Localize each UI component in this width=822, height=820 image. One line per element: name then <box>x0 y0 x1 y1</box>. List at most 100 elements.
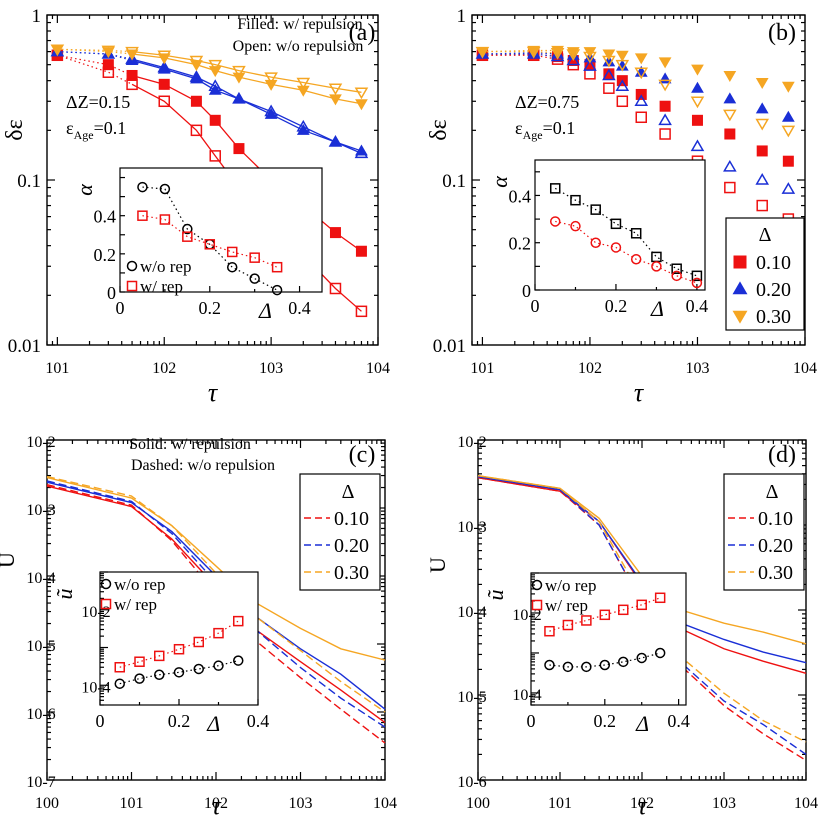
inset-legend-marker <box>126 260 138 272</box>
data-point <box>232 65 246 78</box>
data-point <box>566 49 581 62</box>
inset-series-line <box>549 652 661 668</box>
legend-label: 0.30 <box>758 562 793 584</box>
inset-x-tick-label: 0.4 <box>667 711 690 731</box>
inset-legend-label: w/o rep <box>140 257 191 276</box>
inset-x-tick-label: 0.2 <box>199 298 222 318</box>
inset-data-point <box>636 599 647 611</box>
data-point <box>602 68 616 81</box>
data-point <box>756 199 768 212</box>
inset-data-point <box>154 650 165 662</box>
inset-legend-label: w/o rep <box>114 575 165 594</box>
data-point <box>126 78 138 91</box>
data-point <box>691 114 703 126</box>
series-guide <box>482 51 558 54</box>
inset-data-point <box>173 643 185 655</box>
data-point <box>233 143 245 155</box>
inset-data-point <box>213 627 224 639</box>
y-tick-label: 1 <box>457 6 467 27</box>
data-point <box>158 78 170 90</box>
inset-x-label: Δ <box>635 711 649 736</box>
middle: 101 <box>470 360 494 377</box>
inset-data-point <box>654 592 666 604</box>
inset-data-point <box>671 270 682 282</box>
inset-series-line <box>119 660 239 685</box>
data-point <box>264 79 278 91</box>
legend-label: 0.30 <box>334 562 369 584</box>
data-point <box>50 44 65 57</box>
data-point <box>723 159 737 172</box>
data-point <box>102 66 115 78</box>
middle: 102 <box>152 360 176 377</box>
middle: 104 <box>366 360 390 377</box>
middle: 101 <box>548 795 572 812</box>
y-axis-label: U <box>0 552 19 568</box>
note-solid: Solid: w/ repulsion <box>129 436 251 453</box>
data-point <box>635 111 648 124</box>
inset-x-tick-label: 0.4 <box>288 298 311 318</box>
inset-data-point <box>630 254 642 265</box>
data-point <box>328 134 343 147</box>
data-point <box>755 173 770 185</box>
inset-y-tick-label: 0.4 <box>94 207 117 227</box>
data-point <box>354 87 369 100</box>
y-tick-label: 0.01 <box>8 336 41 357</box>
data-point <box>158 95 170 108</box>
data-point <box>209 114 221 126</box>
data-point <box>264 72 278 85</box>
data-point <box>475 46 490 59</box>
data-point <box>690 139 705 152</box>
data-point <box>755 102 769 114</box>
inset-data-point <box>154 669 165 680</box>
data-point <box>296 77 311 90</box>
inset-data-point <box>159 214 171 225</box>
inset-data-point <box>173 667 185 678</box>
middle: 104 <box>794 795 818 812</box>
y-axis-label: δε <box>2 119 28 140</box>
inset-y-label: α <box>72 184 97 196</box>
data-point <box>566 53 581 66</box>
series-line <box>477 476 807 755</box>
data-point <box>550 49 565 62</box>
inset-series-line <box>142 186 278 291</box>
inset-data-point <box>114 678 125 689</box>
inset-data-point <box>618 656 629 668</box>
data-point <box>157 60 172 73</box>
x-axis-label: τ <box>208 378 219 407</box>
inset-data-point <box>590 237 601 248</box>
panel-label: (c) <box>349 442 376 468</box>
data-point <box>157 50 172 63</box>
inset-data-point <box>610 218 622 230</box>
panel-d: 100 101 102 103 104 10-6 10-5 10-4 10-3 10-2 (d) τ U… <box>425 434 818 820</box>
inset-x-tick-label: 0 <box>116 298 125 318</box>
inset-data-point <box>182 231 193 242</box>
inset-series-line <box>549 597 661 632</box>
data-point <box>101 45 116 58</box>
series-guide <box>482 53 558 58</box>
inset-data-point <box>193 663 204 675</box>
inset-series-line <box>119 620 239 668</box>
inset-data-point <box>226 246 238 258</box>
inset-legend-marker <box>531 579 543 591</box>
data-point <box>691 81 704 93</box>
inset-data-point <box>549 183 561 194</box>
data-point <box>634 53 648 65</box>
data-point <box>189 70 204 82</box>
series-guide <box>482 49 558 53</box>
data-point <box>296 85 310 97</box>
inset-x-tick-label: 0.2 <box>605 296 628 316</box>
series-guide <box>482 52 558 55</box>
inset-data-point <box>159 183 171 195</box>
y-axis-label: δε <box>426 119 452 140</box>
inset-legend-marker <box>126 280 138 292</box>
data-point <box>126 69 138 81</box>
param-dz: ΔZ=0.15 <box>66 92 130 112</box>
data-point <box>190 124 203 137</box>
data-point <box>756 145 768 157</box>
inset-data-point <box>562 619 574 631</box>
data-point <box>209 150 221 162</box>
inset-y-tick-label: 0 <box>522 281 531 301</box>
inset-data-point <box>590 204 601 215</box>
data-point <box>781 81 795 93</box>
data-point <box>603 82 615 94</box>
